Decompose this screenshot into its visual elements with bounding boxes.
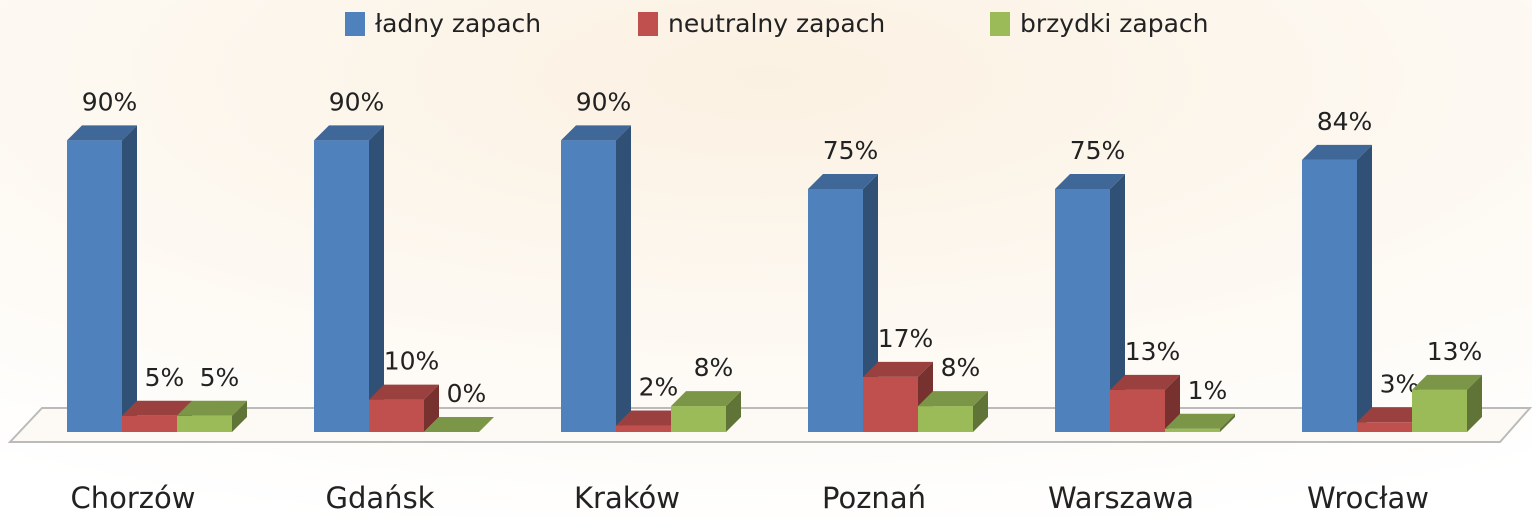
bar-top	[918, 391, 988, 407]
bar-top	[1165, 413, 1235, 429]
bar-side	[122, 125, 137, 433]
x-tick-label: Wrocław	[1307, 481, 1429, 515]
bar	[67, 140, 122, 432]
bar-top	[1412, 374, 1482, 390]
data-label: 17%	[878, 324, 934, 353]
x-tick-label: Poznań	[822, 481, 926, 515]
data-label: 8%	[941, 353, 981, 382]
bar-top	[863, 361, 933, 377]
data-label: 13%	[1427, 337, 1483, 366]
data-label: 84%	[1317, 107, 1373, 136]
bar-side	[369, 125, 384, 433]
bar	[616, 425, 671, 432]
data-label: 5%	[200, 363, 240, 392]
bar	[561, 140, 616, 432]
bar-side	[424, 384, 439, 432]
bar-top	[424, 417, 494, 432]
bar	[369, 399, 424, 432]
x-tick-label: Kraków	[574, 481, 680, 515]
data-label: 5%	[145, 363, 185, 392]
legend-label: ładny zapach	[375, 9, 541, 38]
bar-side	[726, 391, 741, 432]
data-label: 0%	[447, 379, 487, 408]
bar-side	[1220, 413, 1235, 432]
bar-top	[122, 400, 192, 416]
data-label: 90%	[82, 87, 138, 116]
data-label: 1%	[1188, 376, 1228, 405]
bar-top	[1110, 374, 1180, 390]
x-tick-label: Gdańsk	[326, 481, 435, 515]
bar	[918, 406, 973, 432]
bar-top	[671, 391, 741, 407]
bar-top	[808, 174, 878, 189]
bar-side	[1357, 144, 1372, 432]
bar-side	[232, 400, 247, 432]
bar	[1357, 422, 1412, 432]
bar-top	[369, 384, 439, 400]
bar-side	[1467, 374, 1482, 432]
bar-top	[67, 125, 137, 141]
legend-label: neutralny zapach	[668, 9, 885, 38]
bar-side	[616, 125, 631, 433]
legend-swatch	[345, 12, 365, 36]
bar-top	[1357, 407, 1427, 423]
x-tick-label: Warszawa	[1048, 481, 1194, 515]
bar-top	[561, 125, 631, 141]
bar	[808, 189, 863, 432]
data-label: 8%	[694, 353, 734, 382]
bar	[1412, 389, 1467, 432]
bar	[1302, 159, 1357, 432]
data-label: 75%	[823, 136, 879, 165]
bar-top	[177, 400, 247, 416]
legend-swatch	[990, 12, 1010, 36]
bar	[863, 376, 918, 432]
bar	[1110, 389, 1165, 432]
bar	[177, 415, 232, 432]
data-label: 90%	[576, 87, 632, 116]
bar-top	[1055, 174, 1125, 189]
data-label: 10%	[384, 347, 440, 376]
data-label: 13%	[1125, 337, 1181, 366]
x-tick-label: Chorzów	[71, 481, 196, 515]
bar-top	[314, 125, 384, 141]
bar	[1165, 428, 1220, 432]
legend-label: brzydki zapach	[1020, 9, 1209, 38]
bar-top	[1302, 144, 1372, 160]
bar	[122, 415, 177, 432]
data-label: 2%	[639, 373, 679, 402]
bar-side	[973, 391, 988, 432]
data-label: 90%	[329, 87, 385, 116]
bar	[1055, 189, 1110, 432]
legend-swatch	[638, 12, 658, 36]
bar-top	[616, 410, 686, 426]
bar	[671, 406, 726, 432]
data-label: 75%	[1070, 136, 1126, 165]
bar-side	[1110, 174, 1125, 432]
bar	[314, 140, 369, 432]
